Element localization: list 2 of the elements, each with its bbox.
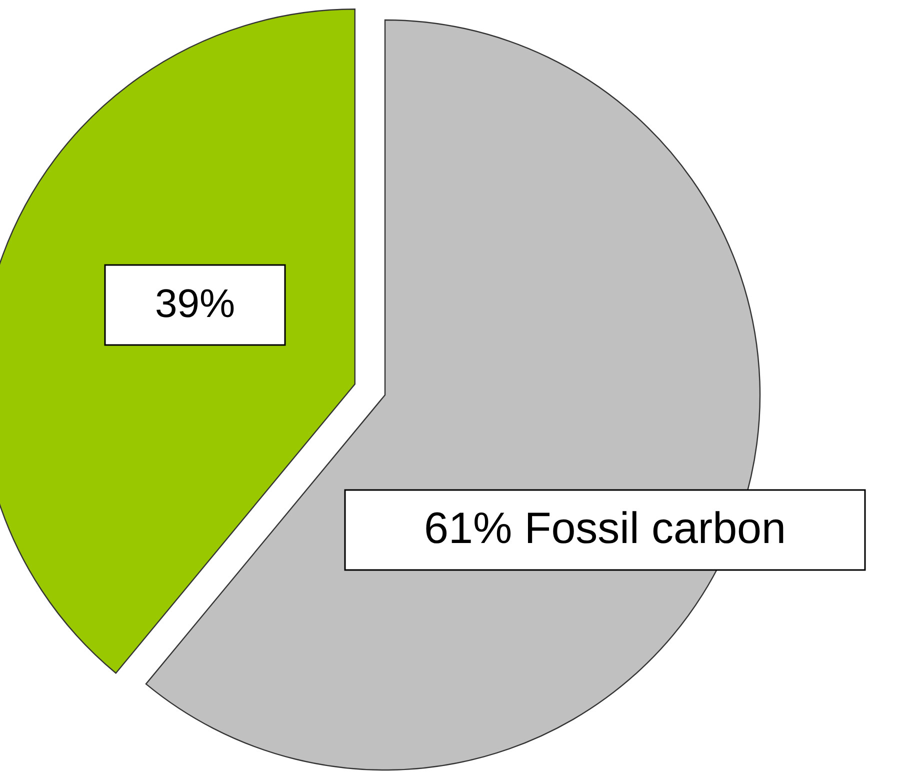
data-label: 39%	[154, 282, 236, 326]
data-label: 61% Fossil carbon	[424, 504, 786, 553]
